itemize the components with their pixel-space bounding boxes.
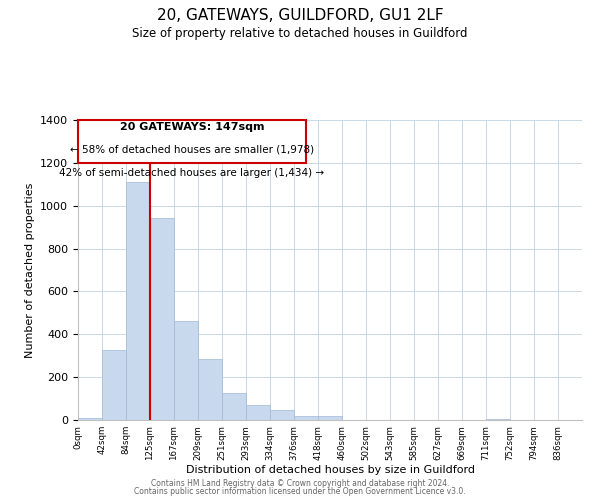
Bar (198, 359, 222, 420)
Bar (486, 419, 510, 420)
Text: 20, GATEWAYS, GUILDFORD, GU1 2LF: 20, GATEWAYS, GUILDFORD, GU1 2LF (157, 8, 443, 22)
Bar (174, 322, 198, 420)
Bar (246, 405, 270, 420)
Bar (294, 416, 318, 420)
Bar (270, 410, 294, 420)
Text: Contains public sector information licensed under the Open Government Licence v3: Contains public sector information licen… (134, 487, 466, 496)
Bar (222, 393, 246, 420)
Text: ← 58% of detached houses are smaller (1,978): ← 58% of detached houses are smaller (1,… (70, 145, 314, 155)
Text: Size of property relative to detached houses in Guildford: Size of property relative to detached ho… (132, 28, 468, 40)
Y-axis label: Number of detached properties: Number of detached properties (25, 182, 35, 358)
Text: 42% of semi-detached houses are larger (1,434) →: 42% of semi-detached houses are larger (… (59, 168, 325, 177)
Bar (318, 416, 342, 420)
Bar (150, 218, 174, 420)
Text: Contains HM Land Registry data © Crown copyright and database right 2024.: Contains HM Land Registry data © Crown c… (151, 478, 449, 488)
Text: 20 GATEWAYS: 147sqm: 20 GATEWAYS: 147sqm (120, 122, 264, 132)
Bar (102, 350, 126, 420)
X-axis label: Distribution of detached houses by size in Guildford: Distribution of detached houses by size … (185, 466, 475, 475)
Bar (78, 418, 102, 420)
Bar (126, 182, 150, 420)
